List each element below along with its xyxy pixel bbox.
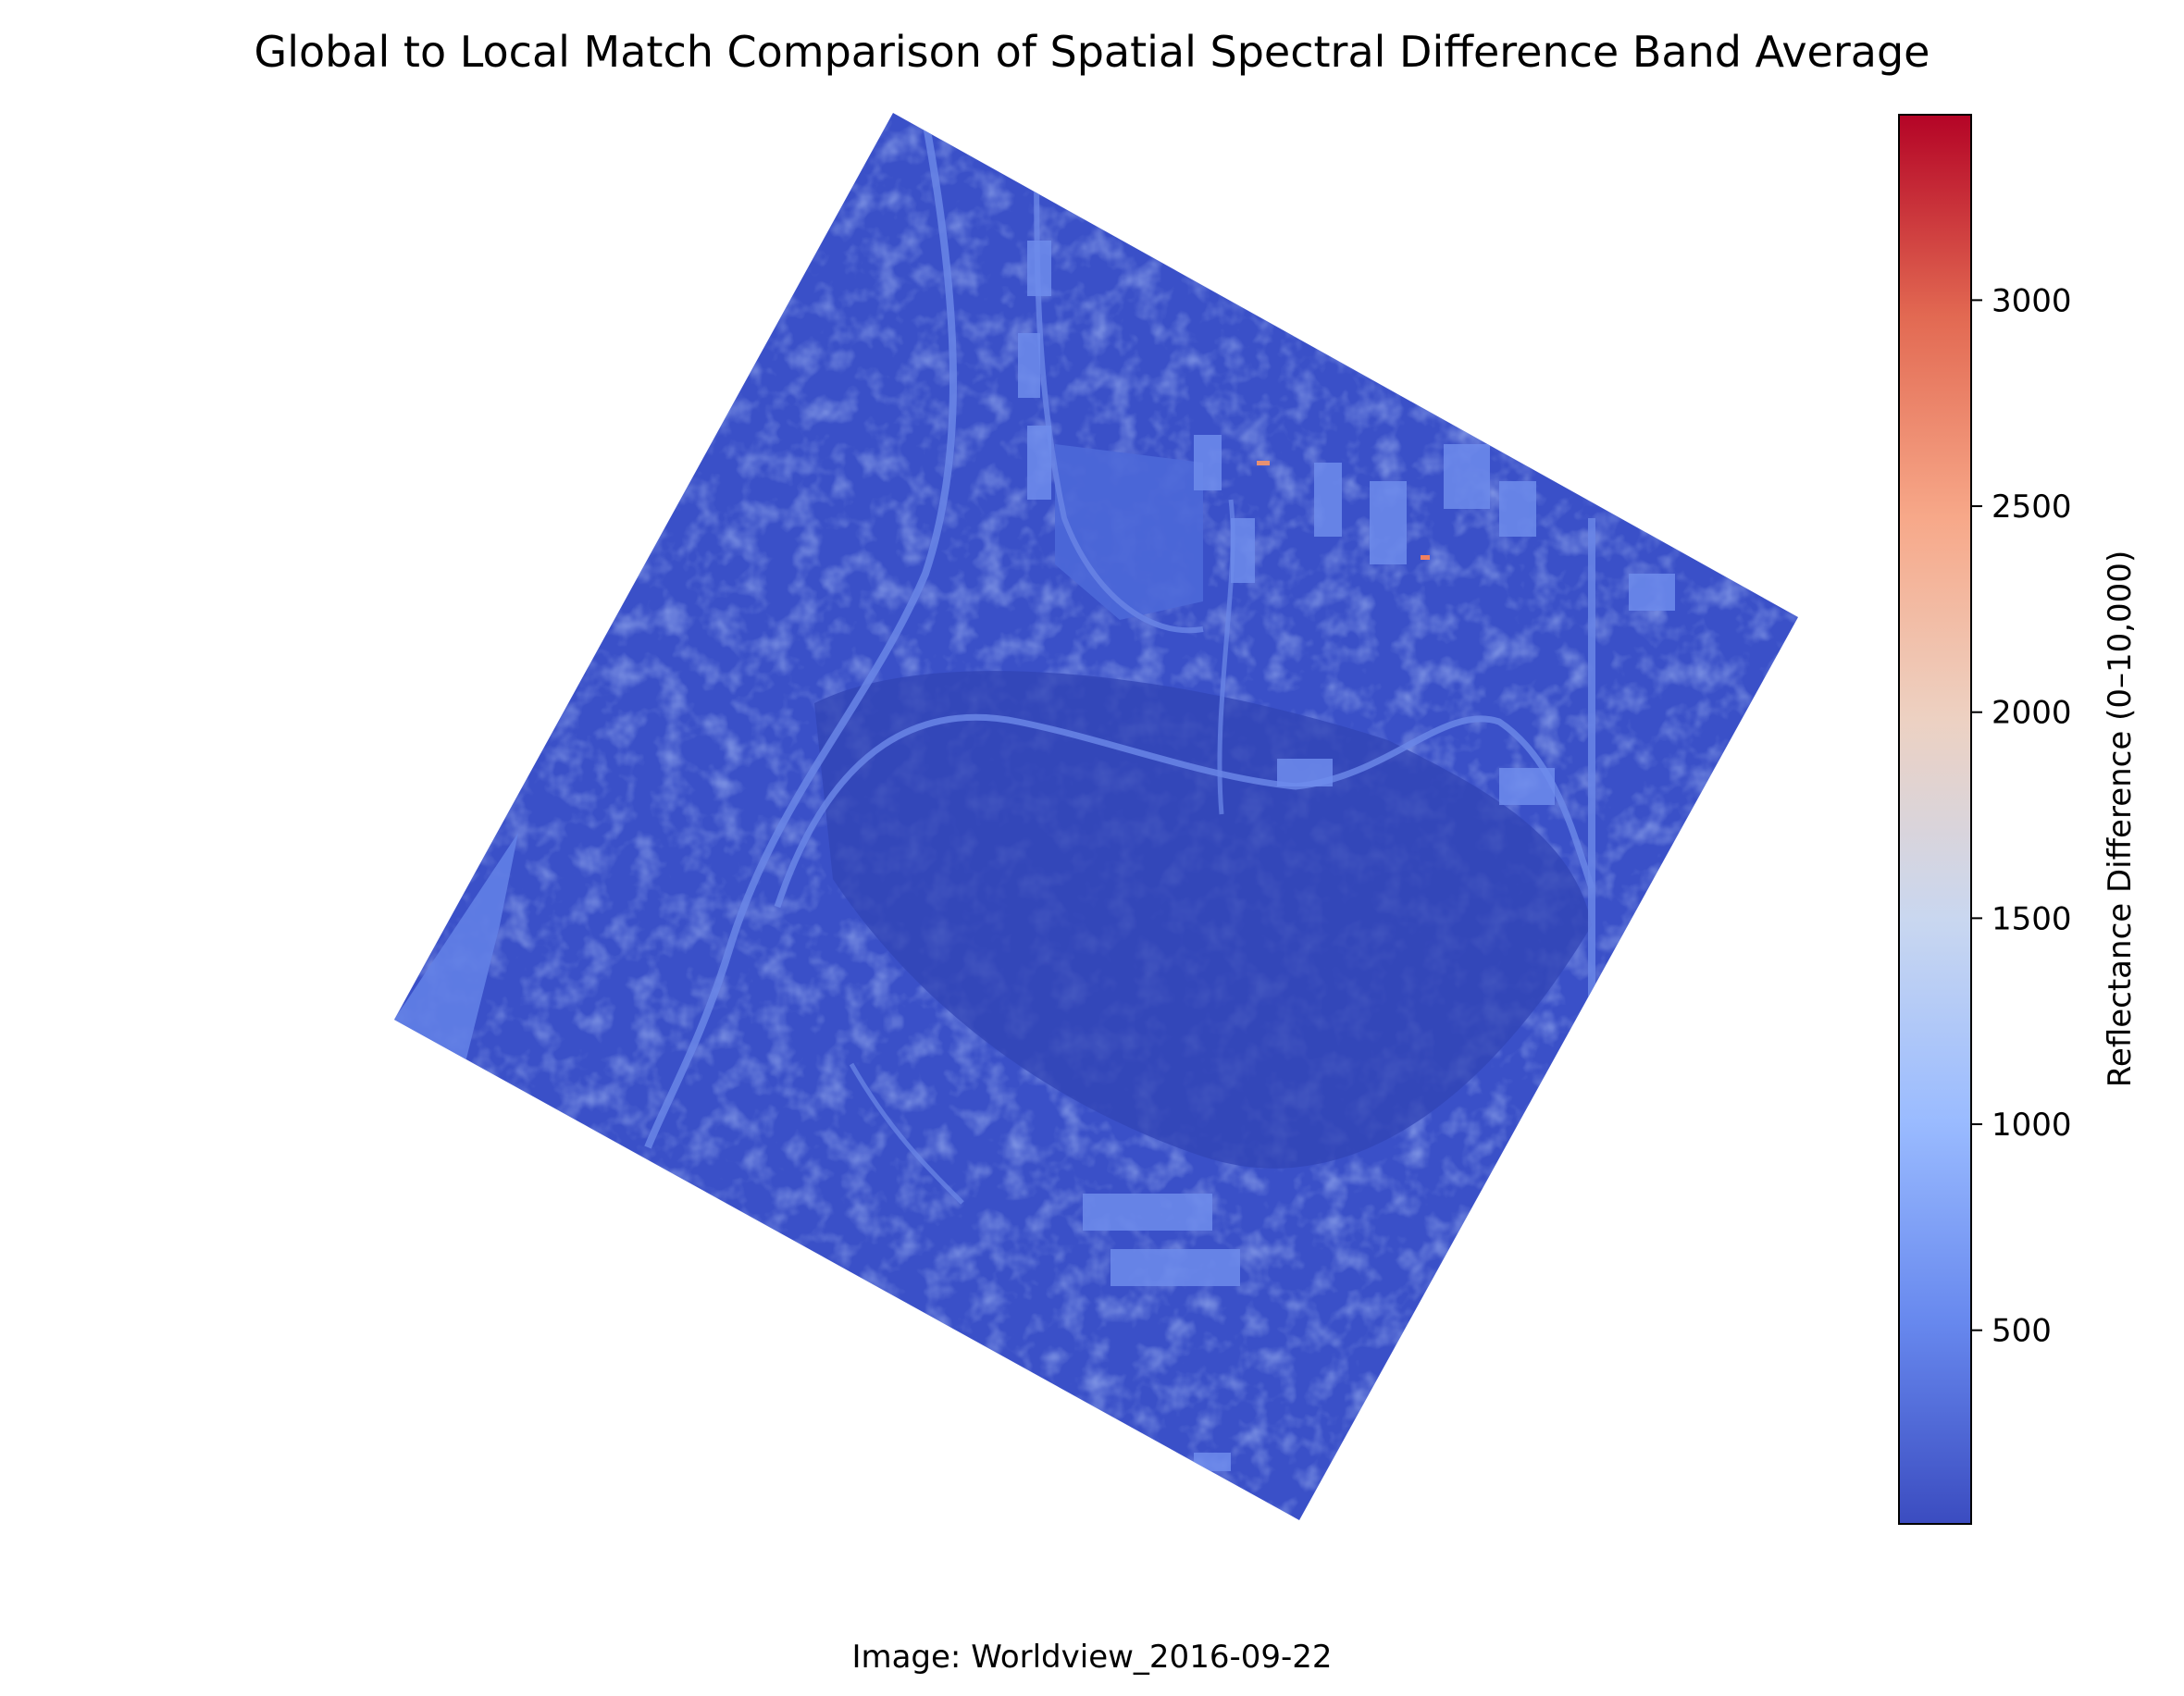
chart-title: Global to Local Match Comparison of Spat… — [254, 27, 1930, 77]
colorbar-ticks: 500 1000 1500 2000 2500 3000 — [1971, 282, 2072, 1350]
forest-region — [814, 671, 1592, 1169]
image-caption: Image: Worldview_2016-09-22 — [851, 1639, 1332, 1676]
road — [644, 119, 957, 1149]
colorbar: 500 1000 1500 2000 2500 3000 Reflectance Diff… — [1898, 114, 2139, 1525]
raster-tile — [394, 113, 1798, 1520]
colorbar-label: Reflectance Difference (0–10,000) — [2102, 551, 2139, 1087]
housing-clusters — [1018, 241, 1675, 1471]
road — [849, 1062, 964, 1205]
colorbar-body — [1898, 114, 1972, 1525]
colorbar-tick-label: 3000 — [1992, 282, 2072, 319]
coastal-strip — [394, 833, 518, 1073]
hotspot — [1421, 555, 1430, 560]
road — [774, 713, 1595, 909]
colorbar-tick-label: 1500 — [1992, 900, 2072, 937]
colorbar-tick-label: 1000 — [1992, 1107, 2072, 1144]
colorbar-tick-label: 2500 — [1992, 489, 2072, 526]
hotspot — [1257, 461, 1270, 465]
colorbar-tick-label: 500 — [1992, 1313, 2052, 1350]
colorbar-tick-label: 2000 — [1992, 695, 2072, 732]
